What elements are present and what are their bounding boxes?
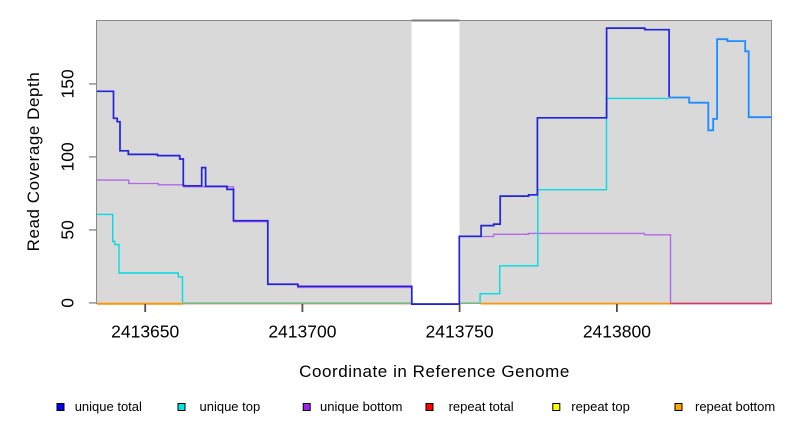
svg-text:unique total: unique total — [75, 399, 142, 414]
svg-text:repeat bottom: repeat bottom — [695, 399, 775, 414]
svg-text:150: 150 — [58, 69, 78, 98]
svg-text:repeat total: repeat total — [449, 399, 514, 414]
svg-text:50: 50 — [58, 220, 78, 240]
svg-text:100: 100 — [58, 142, 78, 171]
svg-text:0: 0 — [58, 298, 78, 308]
svg-text:repeat top: repeat top — [571, 399, 630, 414]
svg-text:2413800: 2413800 — [583, 322, 651, 342]
svg-text:unique top: unique top — [200, 399, 261, 414]
svg-text:Read Coverage Depth: Read Coverage Depth — [24, 72, 43, 252]
svg-text:Coordinate in Reference Genome: Coordinate in Reference Genome — [299, 362, 570, 381]
svg-text:2413700: 2413700 — [268, 322, 336, 342]
svg-text:unique bottom: unique bottom — [320, 399, 402, 414]
svg-text:2413650: 2413650 — [111, 322, 179, 342]
svg-text:2413750: 2413750 — [426, 322, 494, 342]
